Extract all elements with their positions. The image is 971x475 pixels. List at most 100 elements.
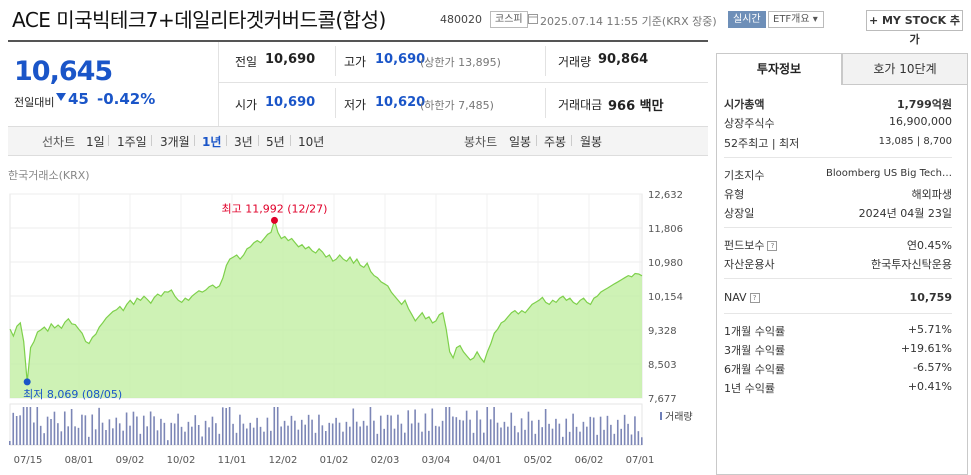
x-tick-label: 01/02 xyxy=(320,455,349,466)
volume-bar xyxy=(325,431,327,445)
etf-info-dropdown[interactable]: ETF개요 ▾ xyxy=(768,11,824,28)
volume-bar xyxy=(520,418,523,445)
volume-bar xyxy=(616,419,619,445)
volume-bar xyxy=(328,422,331,445)
volume-bar xyxy=(366,425,368,445)
volume-bar xyxy=(228,407,231,445)
volume-bar xyxy=(623,414,626,445)
volume-bar xyxy=(630,434,633,445)
volume-bar xyxy=(139,433,142,445)
volume-bar xyxy=(479,419,482,445)
volume-bar xyxy=(634,416,636,445)
volume-bar xyxy=(458,419,461,445)
volume-bar xyxy=(352,408,355,445)
period-3m[interactable]: 3개월 xyxy=(160,135,190,149)
help-icon[interactable]: ? xyxy=(749,293,760,303)
volume-bar xyxy=(517,432,519,445)
volume-bar xyxy=(345,421,348,445)
upper-limit: (상한가 13,895) xyxy=(420,56,501,69)
volume-bar xyxy=(252,427,255,445)
fund-fee-value: 연0.45% xyxy=(906,239,952,252)
volume-bar xyxy=(414,409,416,445)
volume-bar xyxy=(105,430,107,445)
volume-bar xyxy=(173,423,176,445)
volume-bar xyxy=(91,414,94,445)
x-tick-label: 11/01 xyxy=(218,455,247,466)
volume-bar xyxy=(338,422,341,445)
realtime-tag[interactable]: 실시간 xyxy=(728,11,766,28)
volume-bar xyxy=(122,430,124,445)
volume-bar xyxy=(555,418,557,445)
x-tick-label: 03/04 xyxy=(422,455,451,466)
calendar-icon xyxy=(528,13,538,27)
volume-bar xyxy=(15,416,18,445)
volume-bar xyxy=(242,423,245,445)
volume-bar xyxy=(568,431,571,445)
volume-bar xyxy=(112,428,114,445)
change-value: 45 xyxy=(68,90,89,108)
high-label: 최고 11,992 (12/27) xyxy=(221,202,327,215)
volume-bar xyxy=(448,407,451,445)
volume-bar xyxy=(60,431,63,445)
period-1w[interactable]: 1주일 xyxy=(117,135,147,149)
stock-title: ACE 미국빅테크7+데일리타겟커버드콜(합성) xyxy=(12,8,386,32)
volume-bar xyxy=(551,428,554,445)
volume-bar xyxy=(39,425,42,445)
volume-bar xyxy=(541,427,543,445)
volume-bar xyxy=(94,429,97,445)
volume-bar xyxy=(510,412,513,445)
tab-investment-info[interactable]: 투자정보 xyxy=(716,53,842,85)
volume-label: 거래량 xyxy=(558,55,592,69)
candle-monthly[interactable]: 월봉 xyxy=(580,135,603,149)
candle-daily[interactable]: 일봉 xyxy=(509,135,532,149)
tab-orderbook[interactable]: 호가 10단계 xyxy=(842,53,968,85)
volume-bar xyxy=(613,433,616,445)
volume-bar xyxy=(149,411,152,445)
period-1d[interactable]: 1일 xyxy=(86,135,105,149)
volume-bar xyxy=(125,412,128,445)
period-1y[interactable]: 1년 xyxy=(202,135,222,149)
candle-weekly[interactable]: 주봉 xyxy=(544,135,567,149)
price-line xyxy=(9,218,643,382)
volume-bar xyxy=(19,415,21,445)
volume-bar xyxy=(146,426,148,445)
volume-bar xyxy=(445,407,447,445)
volume-bar xyxy=(599,416,602,445)
listing-date-label: 상장일 xyxy=(724,207,755,220)
volume-bar xyxy=(156,430,159,445)
volume-bar xyxy=(603,429,605,445)
volume-bar xyxy=(637,431,640,445)
help-icon[interactable]: ? xyxy=(767,241,778,251)
volume-bar xyxy=(98,407,100,445)
listing-date-value: 2024년 04월 23일 xyxy=(858,207,952,220)
volume-bar xyxy=(314,432,317,445)
volume-bar xyxy=(606,415,609,445)
volume-bar xyxy=(239,414,241,445)
volume-bar xyxy=(22,407,25,445)
volume-bar xyxy=(276,407,279,445)
add-mystock-button[interactable]: + MY STOCK 추가 xyxy=(866,10,963,46)
volume-bar xyxy=(221,407,224,445)
volume-bar xyxy=(160,418,162,445)
volume-bar xyxy=(404,432,406,445)
volume-bar xyxy=(132,411,135,445)
volume-bar xyxy=(397,414,399,445)
y-tick-label: 10,154 xyxy=(648,292,683,303)
y-tick-label: 8,503 xyxy=(648,360,677,371)
low-value: 10,620 xyxy=(375,95,426,110)
volume-bar xyxy=(26,407,28,445)
volume-bar xyxy=(386,414,389,445)
x-tick-label: 10/02 xyxy=(167,455,196,466)
volume-bar xyxy=(118,423,121,445)
volume-bar xyxy=(503,421,506,445)
period-3y[interactable]: 3년 xyxy=(234,135,253,149)
volume-bar xyxy=(476,410,478,445)
volume-bar xyxy=(201,436,203,445)
volume-bar xyxy=(70,409,73,445)
period-5y[interactable]: 5년 xyxy=(266,135,285,149)
volume-bar xyxy=(641,437,643,445)
volume-bar xyxy=(280,426,282,445)
period-10y[interactable]: 10년 xyxy=(298,135,325,149)
volume-bar xyxy=(74,426,76,445)
volume-bar xyxy=(235,432,238,445)
